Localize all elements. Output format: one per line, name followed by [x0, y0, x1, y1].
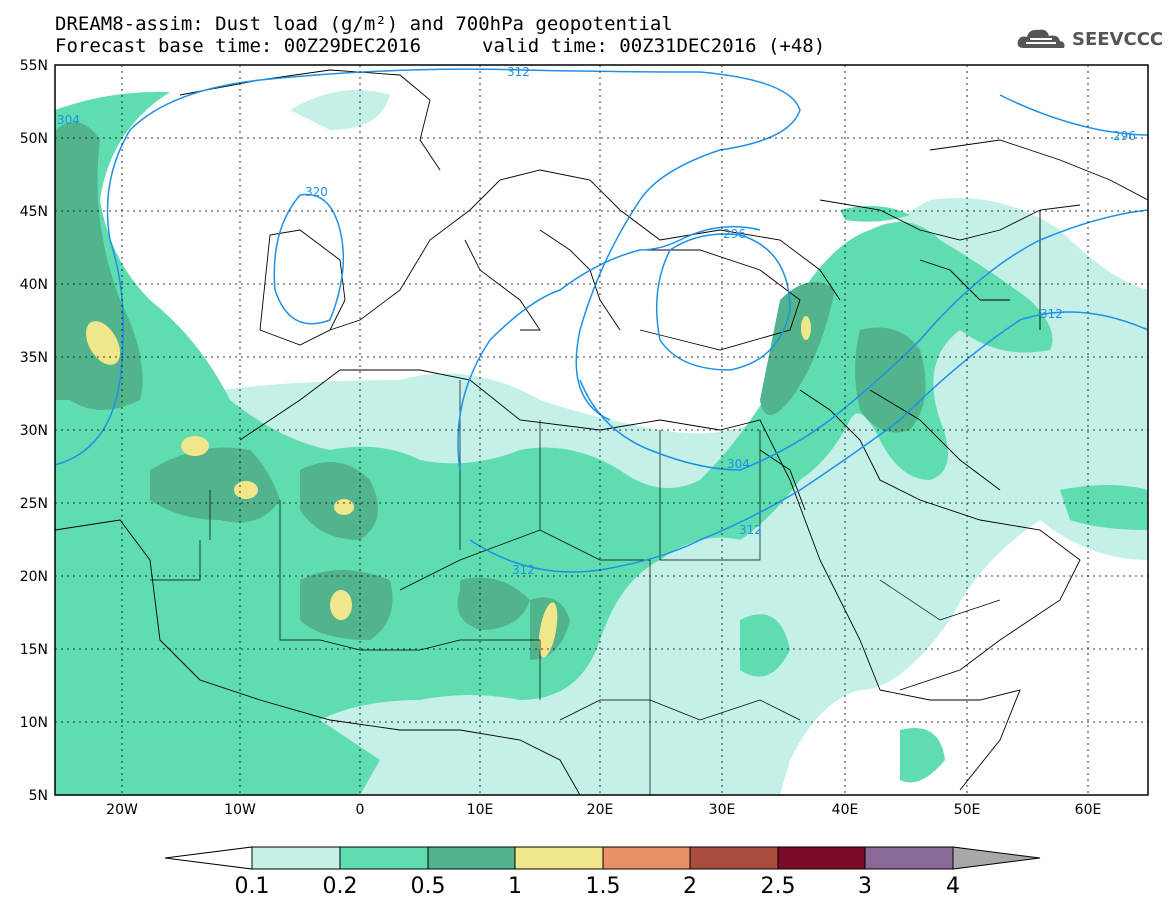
colorbar-label: 0.2	[323, 874, 358, 899]
colorbar-bin	[689, 846, 779, 870]
dust-field	[55, 90, 1148, 795]
colorbar-bin	[339, 846, 429, 870]
contour-label: 312	[507, 65, 530, 79]
longitude-labels: 20W 10W 0 10E 20E 30E 40E 50E 60E	[106, 802, 1101, 818]
contour-label: 304	[727, 457, 750, 471]
graticule	[55, 65, 1148, 795]
dust-level-1	[85, 316, 811, 658]
colorbar-label: 2.5	[761, 874, 796, 899]
colorbar-bin	[602, 846, 691, 870]
map-frame	[54, 64, 1149, 796]
contour-label: 320	[305, 185, 328, 199]
colorbar-label: 3	[858, 874, 872, 899]
colorbar-label: 1.5	[586, 874, 621, 899]
contour-label: 312	[512, 563, 535, 577]
colorbar-bin	[514, 846, 604, 870]
lat-label: 5N	[29, 788, 48, 804]
lat-label: 35N	[20, 350, 48, 366]
colorbar-label: 0.1	[235, 874, 270, 899]
lat-label: 10N	[20, 715, 48, 731]
forecast-base-time: Forecast base time: 00Z29DEC2016	[55, 35, 422, 57]
colorbar-bin	[427, 846, 516, 870]
latitude-labels: 55N 50N 45N 40N 35N 30N 25N 20N 15N 10N …	[20, 58, 48, 804]
lat-label: 55N	[20, 58, 48, 74]
lon-label: 10W	[224, 802, 256, 818]
contour-label: 296	[723, 227, 746, 241]
contour-label: 312	[1040, 307, 1063, 321]
colorbar-label: 0.5	[411, 874, 446, 899]
colorbar-label: 1	[508, 874, 522, 899]
colorbar-high-arrow	[952, 846, 1041, 870]
colorbar-label: 4	[946, 874, 960, 899]
valid-time: valid time: 00Z31DEC2016 (+48)	[482, 35, 826, 57]
logo-text: SEEVCCC	[1072, 28, 1164, 50]
lat-label: 20N	[20, 569, 48, 585]
lon-label: 50E	[954, 802, 981, 818]
contour-labels: 312 320 296 304 304 312 312 296 312	[57, 65, 1136, 577]
lat-label: 50N	[20, 131, 48, 147]
colorbar-bin	[251, 846, 341, 870]
contour-label: 312	[739, 523, 762, 537]
lon-label: 0	[356, 802, 365, 818]
contour-label: 296	[1113, 129, 1136, 143]
lon-label: 10E	[467, 802, 494, 818]
colorbar	[164, 846, 1041, 870]
colorbar-bin	[864, 846, 954, 870]
lat-label: 25N	[20, 496, 48, 512]
lon-label: 30E	[709, 802, 736, 818]
colorbar-labels: 0.1 0.2 0.5 1 1.5 2 2.5 3 4	[235, 874, 961, 899]
colorbar-bin	[777, 846, 866, 870]
lat-label: 15N	[20, 642, 48, 658]
cloud-icon	[1017, 29, 1065, 48]
map-title: DREAM8-assim: Dust load (g/m²) and 700hP…	[55, 13, 673, 35]
lon-label: 20E	[587, 802, 614, 818]
contour-label: 304	[57, 113, 80, 127]
lat-label: 45N	[20, 204, 48, 220]
lon-label: 40E	[832, 802, 859, 818]
lon-label: 60E	[1075, 802, 1102, 818]
lat-label: 40N	[20, 277, 48, 293]
lat-label: 30N	[20, 423, 48, 439]
seevccc-logo: SEEVCCC	[1016, 26, 1163, 52]
lon-label: 20W	[106, 802, 138, 818]
colorbar-low-arrow	[164, 846, 253, 870]
colorbar-label: 2	[683, 874, 697, 899]
